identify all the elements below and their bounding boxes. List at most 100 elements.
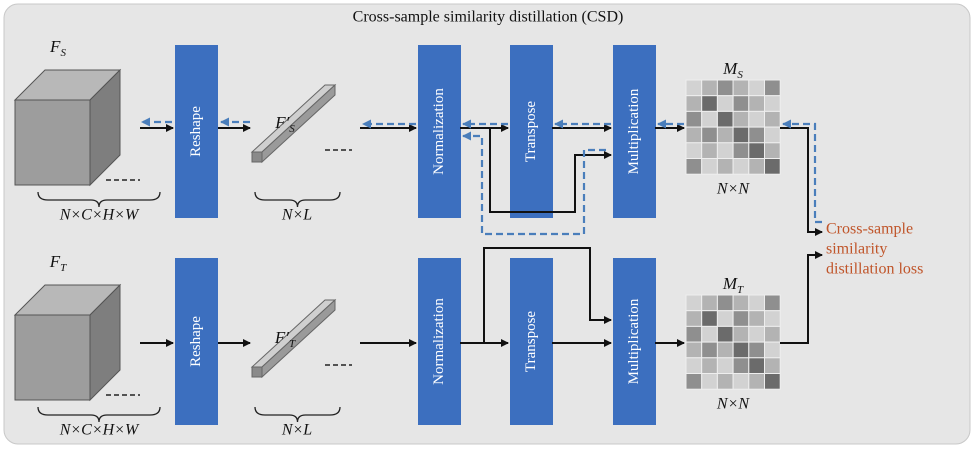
matrix-cell xyxy=(717,111,733,127)
matrix-cell xyxy=(765,127,781,143)
matrix-cell xyxy=(686,326,702,342)
matrix-cell xyxy=(765,159,781,175)
dims-label: N×C×H×W xyxy=(59,422,140,439)
matrix-cell xyxy=(733,342,749,358)
matrix-cell xyxy=(749,80,765,96)
dims-label: N×N xyxy=(716,396,750,413)
matrix-cell xyxy=(733,159,749,175)
op-label: Normalization xyxy=(431,88,447,175)
op-label: Multiplication xyxy=(626,88,642,174)
symbol: F xyxy=(49,37,61,56)
matrix-cell xyxy=(717,358,733,374)
dims-label: N×L xyxy=(281,422,312,439)
matrix-cell xyxy=(733,143,749,159)
loss-line: Cross-sample xyxy=(826,221,913,238)
matrix-cell xyxy=(749,143,765,159)
matrix-cell xyxy=(765,326,781,342)
matrix-cell xyxy=(717,127,733,143)
matrix-cell xyxy=(733,358,749,374)
diagram: Cross-sample similarity distillation (CS… xyxy=(0,0,975,449)
matrix-cell xyxy=(686,159,702,175)
matrix-cell xyxy=(749,311,765,327)
matrix-cell xyxy=(733,80,749,96)
op-label: Reshape xyxy=(188,316,204,367)
matrix-cell xyxy=(702,326,718,342)
matrix-cell xyxy=(702,342,718,358)
matrix-cell xyxy=(765,358,781,374)
matrix-cell xyxy=(717,96,733,112)
matrix-cell xyxy=(717,326,733,342)
matrix-cell xyxy=(686,143,702,159)
dims-label: N×C×H×W xyxy=(59,207,140,224)
matrix-cell xyxy=(749,374,765,390)
matrix-cell xyxy=(765,80,781,96)
bar-front xyxy=(252,152,262,162)
matrix-cell xyxy=(749,111,765,127)
matrix-cell xyxy=(686,295,702,311)
cube-front xyxy=(15,100,90,185)
matrix-cell xyxy=(686,374,702,390)
matrix-cell xyxy=(717,143,733,159)
matrix-cell xyxy=(765,295,781,311)
matrix-cell xyxy=(702,374,718,390)
matrix-cell xyxy=(749,96,765,112)
matrix-cell xyxy=(717,80,733,96)
matrix-cell xyxy=(702,159,718,175)
op-label: Reshape xyxy=(188,106,204,157)
symbol: M xyxy=(722,274,738,293)
matrix-cell xyxy=(717,374,733,390)
matrix-cell xyxy=(702,311,718,327)
matrix-cell xyxy=(717,342,733,358)
matrix-cell xyxy=(702,111,718,127)
matrix-cell xyxy=(733,374,749,390)
matrix-cell xyxy=(733,311,749,327)
matrix-cell xyxy=(749,159,765,175)
matrix-cell xyxy=(686,342,702,358)
matrix-cell xyxy=(686,358,702,374)
matrix-cell xyxy=(733,96,749,112)
symbol: F xyxy=(49,252,61,271)
matrix-cell xyxy=(733,111,749,127)
cube-front xyxy=(15,315,90,400)
op-label: Transpose xyxy=(523,101,539,162)
subscript: T xyxy=(289,338,296,350)
matrix-cell xyxy=(749,326,765,342)
op-label: Normalization xyxy=(431,298,447,385)
matrix-cell xyxy=(686,311,702,327)
matrix-cell xyxy=(765,342,781,358)
matrix-cell xyxy=(702,80,718,96)
matrix-cell xyxy=(702,96,718,112)
matrix-cell xyxy=(733,326,749,342)
matrix-cell xyxy=(702,127,718,143)
matrix-cell xyxy=(686,127,702,143)
matrix-cell xyxy=(717,159,733,175)
matrix-cell xyxy=(749,342,765,358)
dims-label: N×N xyxy=(716,181,750,198)
subscript: S xyxy=(737,69,743,81)
symbol: F′ xyxy=(274,328,289,347)
matrix-cell xyxy=(749,127,765,143)
matrix-cell xyxy=(765,111,781,127)
matrix-cell xyxy=(765,374,781,390)
matrix-cell xyxy=(686,111,702,127)
matrix-cell xyxy=(686,80,702,96)
matrix-cell xyxy=(702,143,718,159)
matrix-cell xyxy=(733,295,749,311)
subscript: T xyxy=(60,262,67,274)
loss-line: distillation loss xyxy=(826,261,923,278)
matrix-cell xyxy=(702,358,718,374)
symbol: M xyxy=(722,59,738,78)
matrix-cell xyxy=(702,295,718,311)
matrix-cell xyxy=(765,96,781,112)
loss-line: similarity xyxy=(826,241,887,258)
subscript: T xyxy=(737,284,744,296)
symbol: F′ xyxy=(274,113,289,132)
matrix-cell xyxy=(733,127,749,143)
matrix-cell xyxy=(717,311,733,327)
subscript: S xyxy=(289,123,295,135)
matrix-cell xyxy=(765,311,781,327)
op-label: Multiplication xyxy=(626,298,642,384)
matrix-cell xyxy=(749,295,765,311)
bar-front xyxy=(252,367,262,377)
matrix-cell xyxy=(749,358,765,374)
